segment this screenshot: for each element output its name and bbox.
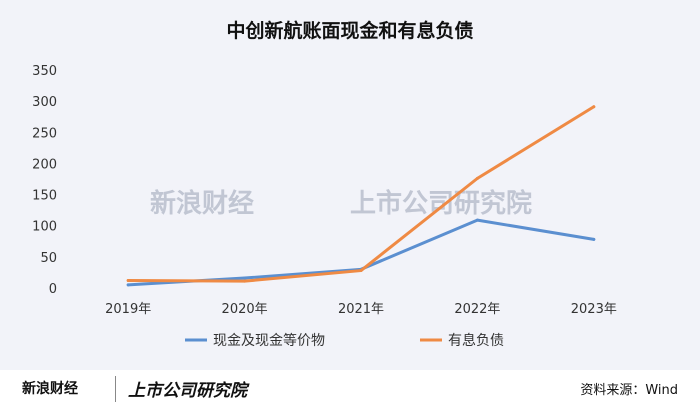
data-point	[243, 276, 247, 280]
data-source: 资料来源：Wind	[580, 383, 678, 398]
y-tick-label: 200	[32, 157, 57, 172]
y-tick-label: 50	[40, 251, 57, 266]
footer-divider	[115, 376, 116, 402]
y-tick-label: 0	[49, 282, 57, 297]
series-line	[126, 218, 596, 287]
y-axis: 0 50 100 150 200 250 300 350	[32, 64, 57, 297]
x-axis: 2019年 2020年 2021年 2022年 2023年	[105, 302, 617, 317]
data-point	[592, 105, 596, 109]
watermark-institute: 上市公司研究院	[350, 188, 532, 219]
chart-title: 中创新航账面现金和有息负债	[226, 20, 474, 42]
legend-label: 有息负债	[448, 332, 504, 349]
x-tick-label: 2021年	[338, 302, 384, 317]
footer-brand: 新浪财经	[22, 381, 78, 397]
data-point	[126, 283, 130, 287]
series-lines	[126, 105, 596, 287]
y-tick-label: 350	[32, 64, 57, 79]
data-point	[126, 279, 130, 283]
x-tick-label: 2019年	[105, 302, 151, 317]
data-point	[475, 176, 479, 180]
legend-label: 现金及现金等价物	[213, 332, 325, 349]
legend: 现金及现金等价物 有息负债	[185, 332, 504, 349]
x-tick-label: 2022年	[454, 302, 500, 317]
watermark-brand: 新浪财经	[150, 188, 254, 219]
footer: 新浪财经 上市公司研究院 资料来源：Wind	[0, 370, 700, 416]
footer-institute: 上市公司研究院	[128, 381, 247, 401]
x-tick-label: 2020年	[222, 302, 268, 317]
data-point	[243, 279, 247, 283]
line-chart: 新浪财经 上市公司研究院 0 50 100 150 200 250 300 350 2019年…	[32, 64, 617, 349]
data-point	[359, 269, 363, 273]
x-tick-label: 2023年	[571, 302, 617, 317]
watermark: 新浪财经 上市公司研究院	[150, 188, 532, 219]
data-point	[592, 237, 596, 241]
y-tick-label: 250	[32, 126, 57, 141]
y-tick-label: 300	[32, 95, 57, 110]
y-tick-label: 100	[32, 220, 57, 235]
y-tick-label: 150	[32, 189, 57, 204]
data-point	[475, 218, 479, 222]
chart-frame: 中创新航账面现金和有息负债 新浪财经 上市公司研究院 0 50 100 150 200 2…	[0, 0, 700, 370]
